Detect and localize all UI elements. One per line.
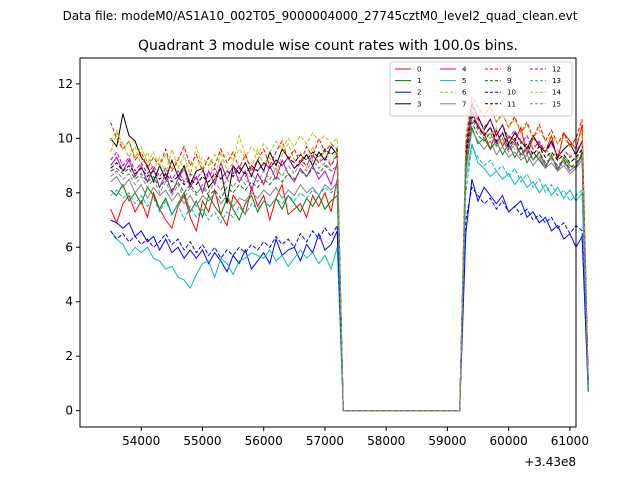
series-line-0 xyxy=(110,110,589,412)
x-tick-label: 55000 xyxy=(183,434,221,448)
series-line-11 xyxy=(110,114,589,412)
x-tick-label: 58000 xyxy=(367,434,405,448)
x-offset-label: +3.43e8 xyxy=(524,455,576,469)
legend-label: 10 xyxy=(507,89,516,97)
legend-box xyxy=(389,61,573,117)
x-tick-label: 54000 xyxy=(122,434,160,448)
legend-label: 2 xyxy=(417,89,421,97)
y-tick-label: 12 xyxy=(58,77,73,91)
legend-label: 9 xyxy=(507,77,511,85)
series-line-15 xyxy=(110,117,589,412)
series-line-3 xyxy=(110,101,589,412)
y-tick-label: 10 xyxy=(58,131,73,145)
legend-label: 15 xyxy=(552,100,561,108)
legend-label: 8 xyxy=(507,66,511,74)
y-tick-label: 0 xyxy=(65,404,73,418)
plot-frame xyxy=(79,57,577,428)
legend-label: 14 xyxy=(552,89,561,97)
series-line-6 xyxy=(110,106,589,412)
series-line-14 xyxy=(110,93,589,412)
x-tick-label: 61000 xyxy=(551,434,589,448)
y-axis: 0 2 4 6 8 10 12 xyxy=(58,77,80,418)
series-line-7 xyxy=(110,128,589,412)
x-tick-label: 56000 xyxy=(245,434,283,448)
chart-suptitle: Data file: modeM0/AS1A10_002T05_90000040… xyxy=(63,9,578,23)
y-tick-label: 2 xyxy=(65,349,73,363)
series-line-10 xyxy=(110,186,589,412)
series-line-13 xyxy=(110,144,589,412)
series-line-4 xyxy=(110,112,589,412)
y-tick-label: 6 xyxy=(65,240,73,254)
legend-label: 7 xyxy=(462,100,466,108)
legend-label: 12 xyxy=(552,66,561,74)
legend-label: 4 xyxy=(462,66,467,74)
series-line-12 xyxy=(110,103,589,412)
legend-label: 11 xyxy=(507,100,516,108)
series-line-9 xyxy=(110,120,589,412)
legend-label: 3 xyxy=(417,100,421,108)
x-tick-label: 59000 xyxy=(428,434,466,448)
x-axis: 54000 55000 56000 57000 58000 59000 60000 61000 xyxy=(122,427,589,448)
x-tick-label: 57000 xyxy=(306,434,344,448)
x-tick-label: 60000 xyxy=(490,434,528,448)
y-tick-label: 8 xyxy=(65,186,73,200)
legend-label: 1 xyxy=(417,77,421,85)
series-line-5 xyxy=(110,143,589,412)
y-tick-label: 4 xyxy=(65,295,73,309)
series-line-8 xyxy=(110,95,589,412)
plot-area xyxy=(110,93,589,412)
legend-label: 5 xyxy=(462,77,466,85)
legend-label: 13 xyxy=(552,77,561,85)
chart-title: Quadrant 3 module wise count rates with … xyxy=(138,38,518,54)
legend-label: 6 xyxy=(462,89,467,97)
series-line-2 xyxy=(110,179,589,412)
legend-label: 0 xyxy=(417,66,421,74)
